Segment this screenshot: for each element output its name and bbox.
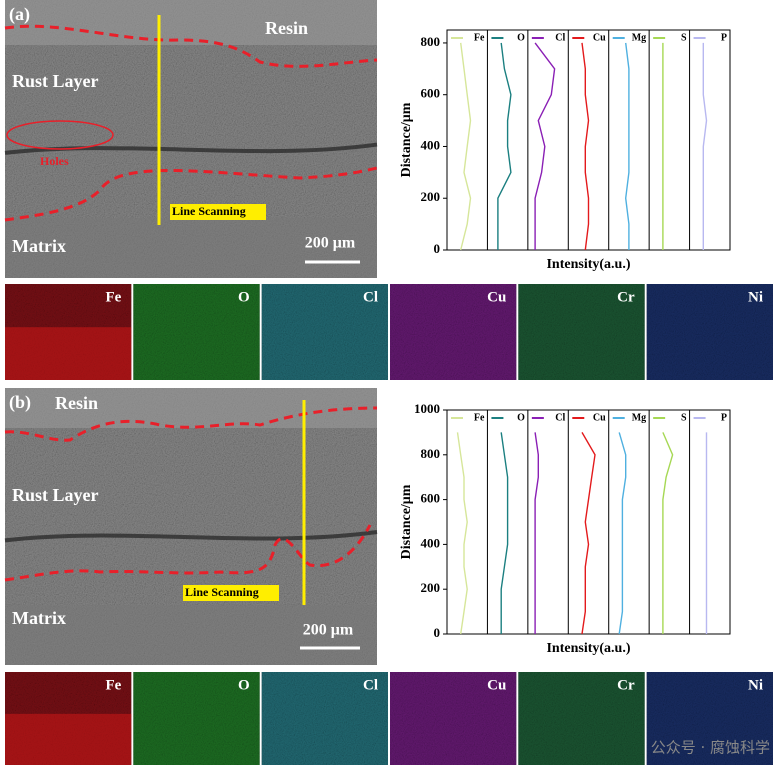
scan-label-bg xyxy=(183,585,279,601)
eds-label: Fe xyxy=(106,289,122,305)
boundary-line xyxy=(4,24,378,68)
eds-label: Cl xyxy=(363,677,378,693)
legend-label: P xyxy=(721,32,727,43)
trace xyxy=(497,42,512,250)
legend-label: P xyxy=(721,412,727,423)
panel-label: (b) xyxy=(9,392,31,413)
matrix-region xyxy=(5,218,377,278)
eds-map xyxy=(518,284,645,380)
scan-label-bg xyxy=(170,204,266,220)
legend-label: O xyxy=(517,412,525,423)
scan-label: Line Scanning xyxy=(172,204,246,218)
eds-label: Fe xyxy=(106,677,122,693)
annotation: Resin xyxy=(55,393,98,413)
eds-label: O xyxy=(238,289,250,305)
trace xyxy=(460,42,472,251)
y-tick-label: 800 xyxy=(421,34,441,49)
annotation: Rust Layer xyxy=(12,71,99,91)
eds-label: Cr xyxy=(617,677,635,693)
eds-map xyxy=(518,672,645,765)
y-tick-label: 200 xyxy=(421,580,441,595)
eds-label: Cr xyxy=(617,289,635,305)
scale-label: 200 μm xyxy=(303,622,354,639)
y-axis-label: Distance/μm xyxy=(399,102,414,177)
y-tick-label: 0 xyxy=(434,625,441,640)
scan-label: Line Scanning xyxy=(185,585,259,599)
eds-fe-rich xyxy=(5,327,132,380)
y-axis-label: Distance/μm xyxy=(399,484,414,559)
eds-map xyxy=(261,672,388,765)
crack xyxy=(4,530,378,543)
legend-label: Cl xyxy=(555,32,565,43)
eds-map xyxy=(133,284,260,380)
eds-label: Ni xyxy=(748,677,763,693)
eds-map xyxy=(390,284,517,380)
trace xyxy=(702,42,708,250)
eds-label: Cu xyxy=(487,677,506,693)
plot-frame xyxy=(446,29,731,251)
eds-map xyxy=(390,672,517,765)
annotation: Matrix xyxy=(12,236,66,256)
legend-label: Mg xyxy=(632,32,646,43)
annotation: Resin xyxy=(265,18,308,38)
scale-label: 200 μm xyxy=(305,235,356,252)
trace xyxy=(534,432,539,634)
y-tick-label: 0 xyxy=(434,241,441,256)
annotation: Holes xyxy=(40,154,69,168)
trace xyxy=(456,432,468,635)
y-tick-label: 600 xyxy=(421,86,441,101)
trace xyxy=(581,432,596,635)
eds-label: Cu xyxy=(487,289,506,305)
y-tick-label: 800 xyxy=(421,446,441,461)
legend-label: Fe xyxy=(474,32,485,43)
legend-label: Mg xyxy=(632,412,646,423)
legend-label: Fe xyxy=(474,412,485,423)
eds-fe-rich xyxy=(5,713,132,765)
resin-region xyxy=(5,388,377,428)
y-tick-label: 400 xyxy=(421,137,441,152)
x-axis-label: Intensity(a.u.) xyxy=(546,257,630,272)
trace xyxy=(534,42,556,250)
eds-map xyxy=(261,284,388,380)
legend-label: Cu xyxy=(593,32,606,43)
trace xyxy=(624,42,630,250)
matrix-region xyxy=(5,605,377,665)
legend-label: Cl xyxy=(555,412,565,423)
eds-label: Cl xyxy=(363,289,378,305)
annotation: Rust Layer xyxy=(12,485,99,505)
resin-region xyxy=(5,0,377,45)
y-tick-label: 1000 xyxy=(414,401,440,416)
panel-label: (a) xyxy=(9,4,30,25)
legend-label: Cu xyxy=(593,412,606,423)
legend-label: O xyxy=(517,32,525,43)
eds-map xyxy=(133,672,260,765)
y-tick-label: 600 xyxy=(421,491,441,506)
plot-frame xyxy=(446,409,731,635)
trace xyxy=(500,432,509,634)
y-tick-label: 200 xyxy=(421,189,441,204)
eds-map xyxy=(646,672,773,765)
y-tick-label: 400 xyxy=(421,535,441,550)
x-axis-label: Intensity(a.u.) xyxy=(546,641,630,656)
watermark: 公众号 · 腐蚀科学 xyxy=(651,739,770,757)
trace xyxy=(581,42,590,251)
legend-label: S xyxy=(681,32,687,43)
eds-label: O xyxy=(238,677,250,693)
legend-label: S xyxy=(681,412,687,423)
trace xyxy=(662,432,674,634)
annotation: Matrix xyxy=(12,608,66,628)
trace xyxy=(618,432,627,635)
eds-label: Ni xyxy=(748,289,763,305)
holes-outline xyxy=(6,120,114,150)
boundary-line xyxy=(4,406,378,442)
eds-map xyxy=(646,284,773,380)
